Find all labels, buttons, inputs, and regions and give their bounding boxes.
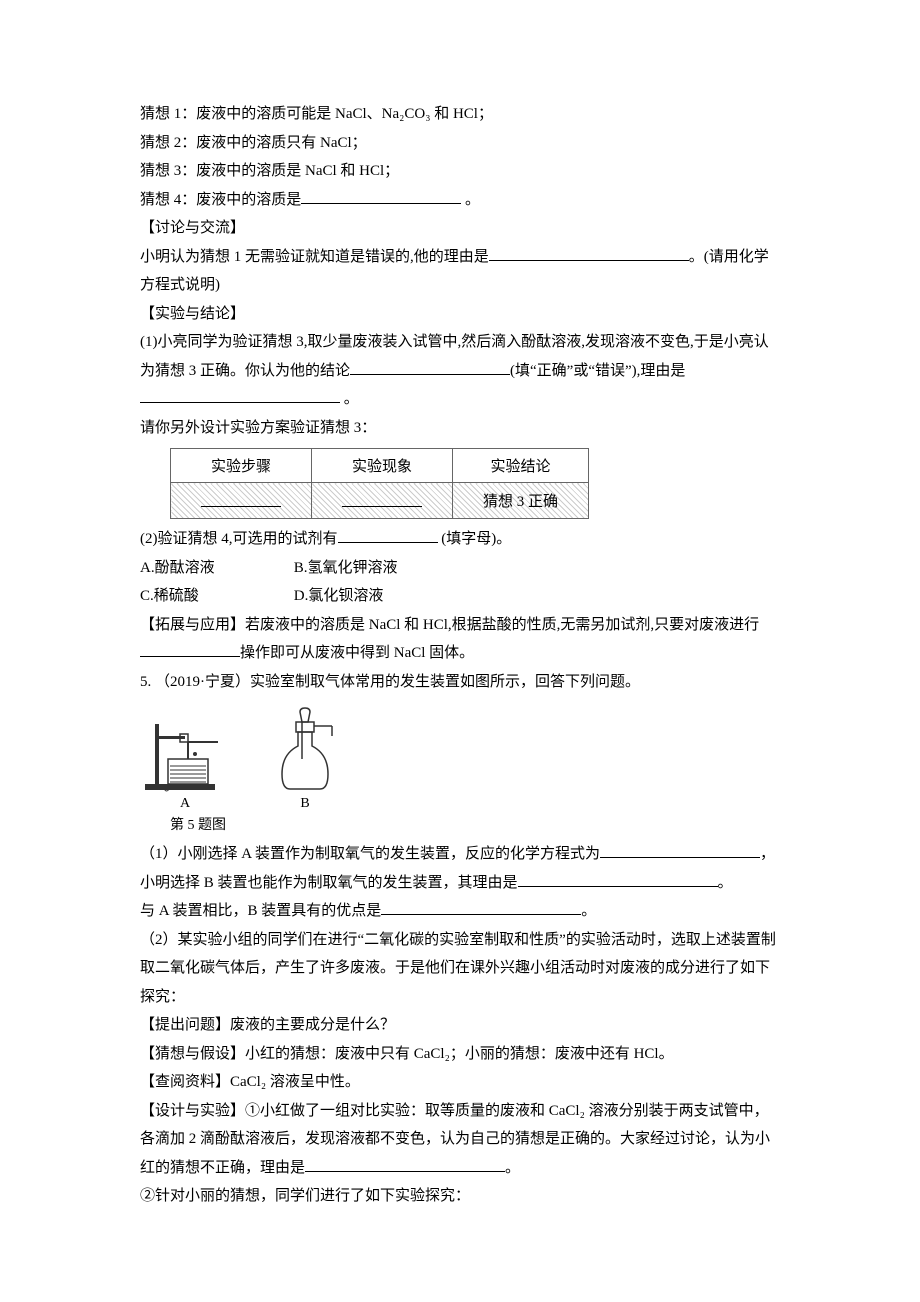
guess-2: 猜想 2：废液中的溶质只有 NaCl；	[140, 129, 780, 158]
exp-3a: (2)验证猜想 4,可选用的试剂有	[140, 531, 338, 547]
blank-reason1[interactable]	[489, 243, 689, 261]
apparatus-b: B	[270, 704, 340, 812]
option-a[interactable]: A.酚酞溶液	[140, 554, 290, 583]
q5-part1c: 与 A 装置相比，B 装置具有的优点是 。	[140, 897, 780, 926]
blank-guess4[interactable]	[301, 186, 461, 204]
option-c[interactable]: C.稀硫酸	[140, 582, 290, 611]
q5-part1b: 小明选择 B 装置也能作为制取氧气的发生装置，其理由是 。	[140, 869, 780, 898]
exp-1b: (填“正确”或“错误”),理由是	[510, 363, 685, 379]
option-d[interactable]: D.氯化钡溶液	[294, 588, 384, 604]
options-row2: C.稀硫酸 D.氯化钡溶液	[140, 582, 780, 611]
section-question: 【提出问题】废液的主要成分是什么？	[140, 1011, 780, 1040]
extension: 【拓展与应用】若废液中的溶质是 NaCl 和 HCl,根据盐酸的性质,无需另加试…	[140, 611, 780, 668]
apparatus-a-label: A	[180, 796, 190, 812]
apparatus-b-label: B	[300, 796, 309, 812]
guess-4-text: 猜想 4：废液中的溶质是	[140, 192, 301, 208]
section-design: 【设计与实验】①小红做了一组对比实验：取等质量的废液和 CaCl₂ 溶液分别装于…	[140, 1097, 780, 1183]
q5-part1: （1）小刚选择 A 装置作为制取氧气的发生装置，反应的化学方程式为 ，	[140, 840, 780, 869]
apparatus-b-svg	[270, 704, 340, 794]
exp-3: (2)验证猜想 4,可选用的试剂有 (填字母)。	[140, 525, 780, 554]
apparatus-figure: A B	[140, 704, 780, 812]
q5-part2: （2）某实验小组的同学们在进行“二氧化碳的实验室制取和性质”的实验活动时，选取上…	[140, 926, 780, 1012]
figure-caption: 第 5 题图	[170, 814, 780, 834]
table-row: 猜想 3 正确	[171, 483, 589, 519]
discuss-1a: 小明认为猜想 1 无需验证就知道是错误的,他的理由是	[140, 249, 489, 265]
guess-1: 猜想 1：废液中的溶质可能是 NaCl、Na₂CO₃ 和 HCl；	[140, 100, 780, 129]
guess-4: 猜想 4：废液中的溶质是 。	[140, 186, 780, 215]
th-conclusion: 实验结论	[453, 449, 589, 483]
blank-operation[interactable]	[140, 639, 240, 657]
options-row1: A.酚酞溶液 B.氢氧化钾溶液	[140, 554, 780, 583]
experiment-table: 实验步骤 实验现象 实验结论 猜想 3 正确	[170, 448, 589, 519]
question-5: 5. （2019·宁夏）实验室制取气体常用的发生装置如图所示，回答下列问题。	[140, 668, 780, 697]
section-experiment: 【实验与结论】	[140, 300, 780, 329]
q5-1b: 小明选择 B 装置也能作为制取氧气的发生装置，其理由是	[140, 875, 518, 891]
guess-4-tail: 。	[461, 192, 480, 208]
section-hypothesis: 【猜想与假设】小红的猜想：废液中只有 CaCl₂；小丽的猜想：废液中还有 HCl…	[140, 1040, 780, 1069]
design-b: 。	[505, 1160, 520, 1176]
ext-b: 操作即可从废液中得到 NaCl 固体。	[240, 645, 474, 661]
td-steps[interactable]	[171, 483, 312, 519]
q5-1a2: ，	[760, 846, 775, 862]
apparatus-a: A	[140, 704, 230, 812]
apparatus-a-svg	[140, 704, 230, 794]
exp-1c: 。	[340, 391, 359, 407]
blank-advantage[interactable]	[381, 897, 581, 915]
blank-reason2[interactable]	[140, 385, 340, 403]
discuss-1: 小明认为猜想 1 无需验证就知道是错误的,他的理由是。(请用化学方程式说明)	[140, 243, 780, 300]
design-2: ②针对小丽的猜想，同学们进行了如下实验探究：	[140, 1182, 780, 1211]
blank-equation[interactable]	[600, 840, 760, 858]
td-phenomenon[interactable]	[312, 483, 453, 519]
q5-1c: 与 A 装置相比，B 装置具有的优点是	[140, 903, 381, 919]
blank-reason-b[interactable]	[518, 869, 718, 887]
ext-a: 【拓展与应用】若废液中的溶质是 NaCl 和 HCl,根据盐酸的性质,无需另加试…	[140, 617, 759, 633]
section-reference: 【查阅资料】CaCl₂ 溶液呈中性。	[140, 1068, 780, 1097]
section-discuss: 【讨论与交流】	[140, 214, 780, 243]
blank-conclusion[interactable]	[350, 357, 510, 375]
exp-1: (1)小亮同学为验证猜想 3,取少量废液装入试管中,然后滴入酚酞溶液,发现溶液不…	[140, 328, 780, 414]
exp-3b: (填字母)。	[438, 531, 512, 547]
th-steps: 实验步骤	[171, 449, 312, 483]
q5-1c2: 。	[581, 903, 596, 919]
option-b[interactable]: B.氢氧化钾溶液	[294, 560, 398, 576]
exp-2: 请你另外设计实验方案验证猜想 3：	[140, 414, 780, 443]
td-conclusion: 猜想 3 正确	[453, 483, 589, 519]
blank-step[interactable]	[201, 489, 281, 507]
blank-phen[interactable]	[342, 489, 422, 507]
table-header-row: 实验步骤 实验现象 实验结论	[171, 449, 589, 483]
blank-reagent[interactable]	[338, 525, 438, 543]
th-phenomenon: 实验现象	[312, 449, 453, 483]
q5-1a: （1）小刚选择 A 装置作为制取氧气的发生装置，反应的化学方程式为	[140, 846, 600, 862]
blank-reason-red[interactable]	[305, 1154, 505, 1172]
guess-3: 猜想 3：废液中的溶质是 NaCl 和 HCl；	[140, 157, 780, 186]
q5-1b2: 。	[718, 875, 733, 891]
